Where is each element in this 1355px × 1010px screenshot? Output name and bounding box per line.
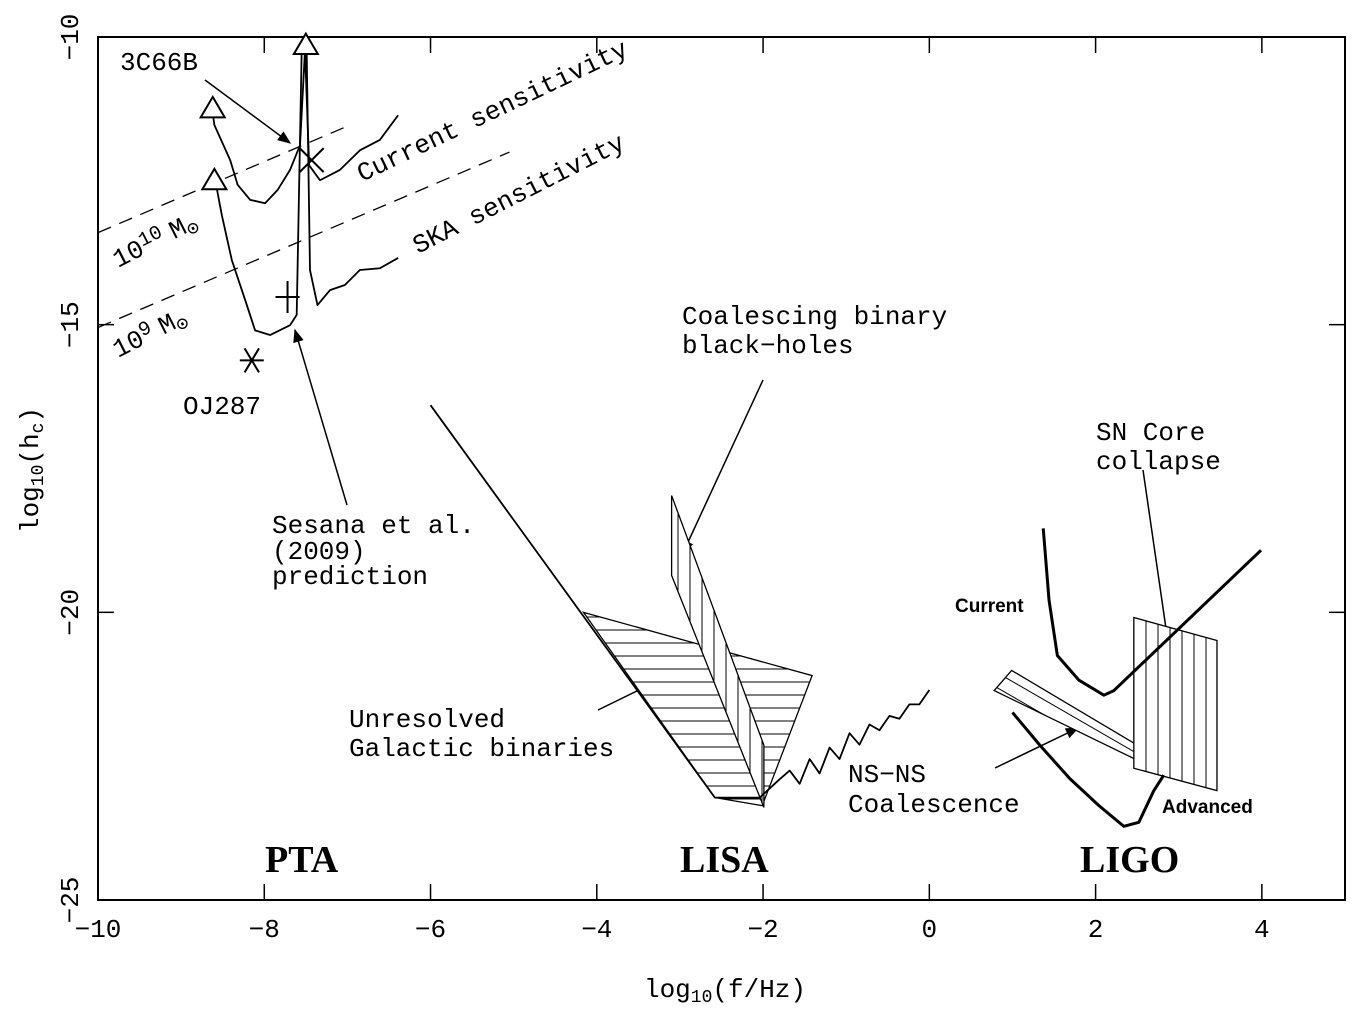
marker-plus <box>275 281 300 314</box>
curve <box>429 404 931 799</box>
annotation: SN Core <box>1096 418 1205 448</box>
annotation: 109M⊙ <box>107 301 194 369</box>
marker-asterisk <box>239 347 264 373</box>
marker-triangle <box>200 166 229 191</box>
marker-triangle <box>292 31 320 56</box>
annotation: Coalescing binary <box>682 302 947 332</box>
arrow <box>682 379 764 555</box>
x-tick-label: −8 <box>249 915 280 945</box>
annotation: OJ287 <box>183 392 261 422</box>
y-axis-label: log10(hc) <box>16 407 49 533</box>
annotation: black−holes <box>682 331 854 361</box>
x-tick-label: −2 <box>747 915 778 945</box>
curve <box>214 50 399 336</box>
curve-label: Advanced <box>1162 797 1253 818</box>
annotation: 3C66B <box>120 48 198 78</box>
annotation: Coalescence <box>848 790 1020 820</box>
annotation: collapse <box>1096 447 1221 477</box>
annotation: 1010M⊙ <box>107 205 204 278</box>
annotation: Galactic binaries <box>349 734 614 764</box>
marker-cross <box>298 147 325 173</box>
x-tick-label: −6 <box>415 915 446 945</box>
hatched-region <box>1133 616 1218 792</box>
region-label: LIGO <box>1080 839 1179 881</box>
x-axis-label: log10(f/Hz) <box>644 975 806 1008</box>
curve <box>97 151 510 329</box>
x-tick-label: 0 <box>922 915 938 945</box>
arrow <box>204 79 292 144</box>
x-tick-label: 2 <box>1088 915 1104 945</box>
curve <box>1011 711 1166 828</box>
annotation: NS−NS <box>848 760 926 790</box>
y-tick-label: −15 <box>56 301 86 348</box>
y-tick-label: −10 <box>56 14 86 61</box>
x-tick-label: 4 <box>1254 915 1270 945</box>
region-label: LISA <box>680 839 769 881</box>
region-label: PTA <box>265 839 339 881</box>
annotation: Sesana et al. <box>272 511 475 541</box>
x-tick-label: −10 <box>75 915 122 945</box>
plot-frame <box>97 36 1346 901</box>
y-tick-label: −20 <box>56 589 86 636</box>
x-tick-label: −4 <box>581 915 612 945</box>
hatched-region <box>670 495 765 808</box>
marker-triangle <box>198 94 227 119</box>
curve-label: Current <box>955 596 1024 617</box>
annotation: (2009) <box>272 537 366 567</box>
curve <box>211 49 399 205</box>
annotation: Unresolved <box>349 705 505 735</box>
y-tick-label: −25 <box>56 877 86 924</box>
annotation: prediction <box>272 562 428 592</box>
arrow <box>293 328 348 506</box>
arrow <box>994 727 1080 769</box>
curve <box>1041 528 1263 697</box>
